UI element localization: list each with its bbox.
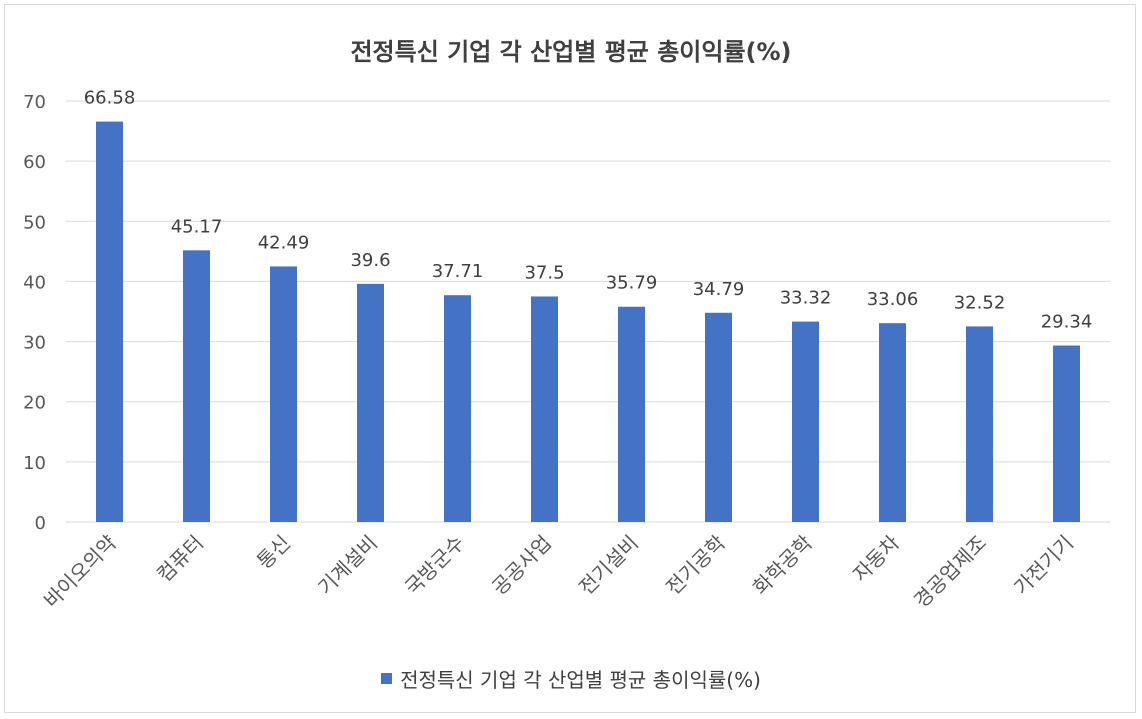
data-label: 33.06 [867,289,919,310]
y-tick-label: 60 [23,152,46,173]
category-label: 공공사업 [487,531,556,600]
data-label: 66.58 [84,88,136,109]
category-label: 기계설비 [313,531,382,600]
bar-4 [357,283,384,522]
y-tick-label: 70 [23,92,46,113]
bar-5 [444,295,471,522]
bar-9 [792,321,819,522]
y-tick-label: 0 [35,513,46,534]
y-tick-label: 30 [23,333,46,354]
bar-7 [618,306,645,522]
bar-3 [270,266,297,522]
data-label: 29.34 [1041,312,1093,333]
data-label: 33.32 [780,288,832,309]
bar-6 [531,296,558,522]
category-label: 전기설비 [574,531,643,600]
bar-1 [96,121,123,523]
category-label: 가전기기 [1009,531,1078,600]
y-tick-label: 50 [23,212,46,233]
category-label: 화학공학 [748,531,817,600]
category-label: 자동차 [848,531,904,587]
category-label: 경공업제조 [909,531,991,613]
bar-11 [966,326,993,522]
data-label: 32.52 [954,292,1006,313]
data-label: 37.71 [432,261,484,282]
category-label: 통신 [252,531,295,574]
category-label: 국방군수 [400,531,469,600]
bar-8 [705,312,732,522]
bar-2 [183,250,210,522]
y-tick-label: 20 [23,393,46,414]
category-label: 바이오의약 [39,531,121,613]
data-label: 39.6 [350,250,390,271]
data-label: 37.5 [524,262,564,283]
bar-10 [879,323,906,522]
data-label: 34.79 [693,279,745,300]
y-tick-label: 40 [23,272,46,293]
data-label: 45.17 [171,216,223,237]
bar-12 [1053,345,1080,522]
chart-title: 전정특신 기업 각 산업별 평균 총이익률(%) [350,38,792,66]
data-label: 35.79 [606,273,658,294]
y-tick-label: 10 [23,453,46,474]
legend-swatch [381,673,393,684]
category-label: 전기공학 [661,531,730,600]
legend: 전정특신 기업 각 산업별 평균 총이익률(%) [0,664,1142,693]
data-label: 42.49 [258,232,310,253]
legend-label: 전정특신 기업 각 산업별 평균 총이익률(%) [400,668,761,692]
category-label: 컴퓨터 [152,531,208,587]
